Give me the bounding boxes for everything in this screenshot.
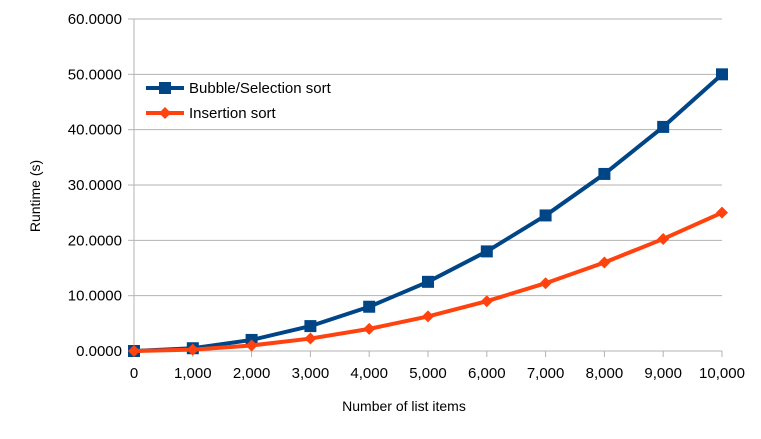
legend-label: Insertion sort [189, 105, 277, 122]
gridlines [128, 18, 722, 352]
x-tick-label: 2,000 [233, 365, 271, 382]
data-point [422, 310, 434, 323]
x-tick-label: 3,000 [292, 365, 330, 382]
y-tick-label: 30.0000 [68, 177, 122, 194]
data-point [539, 277, 552, 290]
data-point [539, 209, 552, 222]
x-tick-label: 1,000 [174, 365, 212, 382]
data-point [657, 232, 670, 245]
legend-marker [159, 107, 171, 119]
series-layer [128, 68, 728, 357]
data-point [363, 322, 376, 335]
x-axis-title: Number of list items [342, 398, 466, 414]
x-tick-label: 4,000 [350, 365, 388, 382]
data-point [186, 343, 199, 356]
x-tick-label: 7,000 [527, 365, 565, 382]
data-point [128, 345, 140, 357]
x-tick-label: 5,000 [409, 365, 447, 382]
data-point [422, 275, 434, 288]
x-tick-label: 0 [130, 365, 138, 382]
legend-entry: Bubble/Selection sort [146, 80, 332, 97]
y-axis-tick-labels: 0.0000 10.0000 20.0000 30.0000 40.0000 50.000… [68, 11, 122, 360]
legend-marker [159, 82, 171, 94]
y-tick-label: 10.0000 [68, 288, 122, 305]
legend: Bubble/Selection sort Insertion sort [146, 80, 332, 122]
y-axis-title: Runtime (s) [27, 160, 43, 232]
axes [133, 19, 723, 357]
y-tick-label: 20.0000 [68, 232, 122, 249]
data-point [657, 120, 670, 133]
legend-label: Bubble/Selection sort [189, 80, 332, 97]
data-point [363, 300, 376, 313]
x-tick-label: 10,000 [699, 365, 745, 382]
x-tick-label: 6,000 [468, 365, 506, 382]
data-point [304, 332, 317, 345]
data-point [598, 256, 611, 269]
data-point [598, 167, 611, 180]
y-tick-label: 40.0000 [68, 122, 122, 139]
data-point [716, 206, 728, 219]
data-point [245, 339, 258, 352]
x-tick-label: 8,000 [586, 365, 624, 382]
y-tick-label: 0.0000 [76, 343, 122, 360]
legend-entry: Insertion sort [146, 105, 277, 122]
y-tick-label: 60.0000 [68, 11, 122, 28]
data-point [304, 320, 317, 333]
y-tick-label: 50.0000 [68, 66, 122, 83]
series-2 [128, 206, 728, 357]
data-point [480, 295, 493, 308]
x-axis-tick-labels: 0 1,000 2,000 3,000 4,000 5,000 6,000 7,000 8,00… [130, 365, 745, 382]
data-point [716, 68, 728, 81]
x-tick-label: 9,000 [644, 365, 682, 382]
data-point [480, 245, 493, 258]
